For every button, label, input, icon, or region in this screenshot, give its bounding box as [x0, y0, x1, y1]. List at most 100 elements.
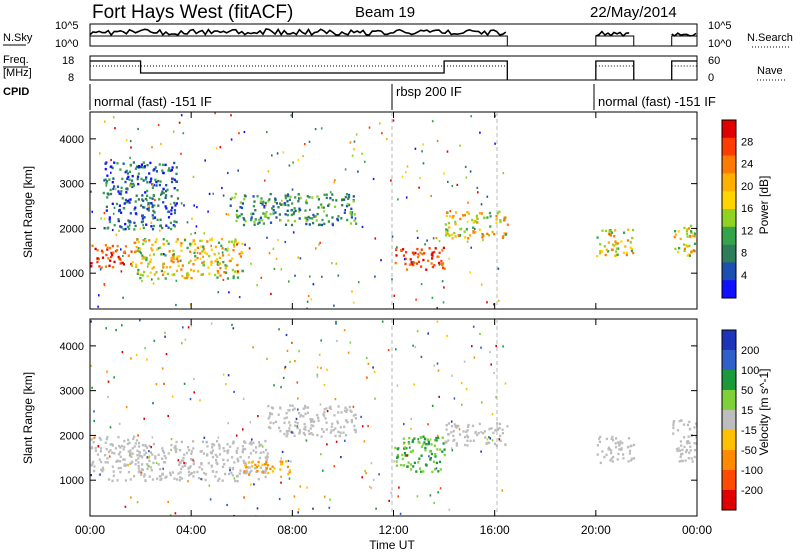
- echo-cell: [303, 433, 306, 436]
- echo-cell: [137, 441, 141, 445]
- echo-cell: [627, 460, 630, 463]
- echo-cell: [162, 238, 165, 241]
- echo-cell: [614, 446, 618, 449]
- echo-cell: [225, 383, 227, 386]
- echo-cell: [146, 456, 149, 459]
- echo-cell: [180, 467, 183, 471]
- echo-cell: [432, 237, 435, 240]
- echo-cell: [157, 453, 160, 456]
- echo-cell: [131, 260, 134, 264]
- echo-cell: [153, 204, 156, 207]
- echo-cell: [165, 475, 168, 478]
- echo-cell: [461, 403, 463, 406]
- echo-cell: [340, 217, 343, 220]
- echo-cell: [238, 214, 241, 218]
- echo-cell: [613, 244, 616, 247]
- echo-cell: [229, 204, 232, 207]
- echo-cell: [256, 507, 259, 510]
- echo-cell: [424, 449, 427, 452]
- echo-cell: [147, 205, 150, 208]
- echo-cell: [170, 168, 173, 172]
- echo-cell: [190, 276, 193, 280]
- echo-cell: [454, 220, 457, 224]
- echo-cell: [502, 235, 505, 238]
- echo-cell: [139, 276, 142, 280]
- echo-cell: [123, 439, 126, 443]
- echo-cell: [100, 217, 102, 220]
- echo-cell: [344, 195, 347, 199]
- echo-cell: [429, 494, 432, 497]
- echo-cell: [152, 402, 154, 405]
- date-label: 22/May/2014: [590, 4, 677, 21]
- echo-cell: [482, 234, 485, 237]
- echo-cell: [216, 258, 219, 261]
- echo-cell: [503, 232, 506, 235]
- echo-cell: [278, 497, 281, 501]
- echo-cell: [129, 449, 132, 452]
- echo-cell: [269, 467, 272, 471]
- echo-cell: [137, 172, 140, 175]
- echo-cell: [100, 468, 103, 471]
- echo-cell: [474, 231, 477, 234]
- echo-cell: [170, 195, 173, 198]
- echo-cell: [105, 327, 107, 330]
- echo-cell: [370, 462, 373, 465]
- echo-cell: [316, 212, 319, 216]
- echo-cell: [140, 220, 143, 224]
- echo-cell: [288, 471, 291, 474]
- echo-cell: [599, 435, 602, 439]
- echo-cell: [478, 422, 481, 426]
- echo-cell: [412, 260, 415, 264]
- echo-cell: [266, 357, 268, 360]
- echo-cell: [480, 431, 482, 434]
- echo-cell: [128, 441, 131, 445]
- echo-cell: [202, 248, 205, 251]
- colorbar-swatch: [722, 330, 736, 351]
- echo-cell: [169, 266, 172, 269]
- echo-cell: [306, 195, 309, 198]
- echo-cell: [272, 205, 275, 208]
- echo-cell: [122, 207, 126, 210]
- echo-cell: [153, 273, 156, 276]
- echo-cell: [257, 415, 259, 418]
- echo-cell: [113, 376, 115, 379]
- echo-cell: [312, 424, 315, 428]
- echo-cell: [152, 253, 155, 256]
- echo-cell: [227, 253, 230, 256]
- echo-cell: [159, 475, 162, 478]
- echo-cell: [308, 217, 312, 220]
- echo-cell: [131, 460, 134, 464]
- echo-cell: [408, 446, 411, 449]
- echo-cell: [329, 498, 331, 501]
- echo-cell: [150, 221, 153, 224]
- echo-cell: [290, 460, 292, 463]
- echo-cell: [441, 249, 444, 252]
- echo-cell: [108, 220, 112, 224]
- echo-cell: [256, 469, 259, 473]
- echo-cell: [163, 253, 165, 256]
- echo-cell: [502, 172, 505, 175]
- freq-series: [90, 60, 697, 80]
- echo-cell: [222, 278, 225, 281]
- echo-cell: [480, 212, 483, 215]
- cpid-segment-2: rbsp 200 IF: [396, 84, 462, 99]
- echo-cell: [269, 421, 272, 424]
- echo-cell: [596, 254, 599, 258]
- echo-cell: [480, 450, 482, 453]
- echo-cell: [109, 192, 113, 196]
- echo-cell: [214, 112, 216, 115]
- echo-cell: [424, 446, 427, 450]
- echo-cell: [331, 223, 334, 227]
- echo-cell: [436, 306, 438, 309]
- echo-cell: [98, 265, 101, 268]
- echo-cell: [265, 204, 267, 207]
- echo-cell: [102, 468, 105, 472]
- echo-cell: [112, 266, 115, 269]
- echo-cell: [299, 415, 302, 418]
- echo-cell: [160, 192, 163, 195]
- echo-cell: [218, 447, 221, 450]
- echo-cell: [307, 294, 310, 298]
- echo-cell: [686, 245, 689, 248]
- echo-cell: [280, 268, 283, 271]
